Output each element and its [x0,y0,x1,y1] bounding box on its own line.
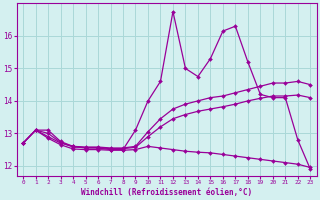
X-axis label: Windchill (Refroidissement éolien,°C): Windchill (Refroidissement éolien,°C) [81,188,252,197]
